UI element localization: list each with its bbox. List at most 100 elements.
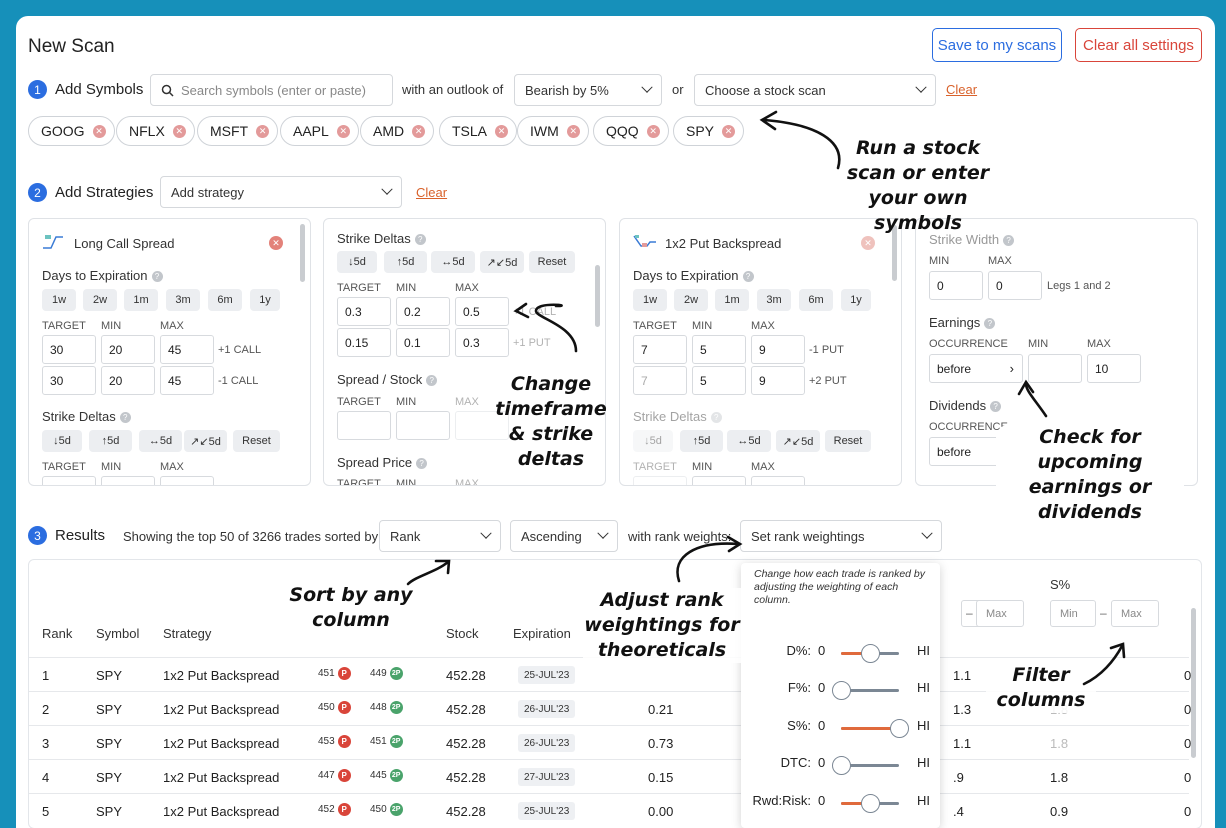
- max-input[interactable]: 45: [160, 366, 214, 395]
- width-min-input[interactable]: 0: [929, 271, 983, 300]
- symbol-chip[interactable]: AAPL ✕: [280, 116, 359, 146]
- weight-slider-track[interactable]: [841, 794, 899, 813]
- earnings-min-input[interactable]: [1028, 354, 1082, 383]
- delta-narrow-button[interactable]: ↗↙5d: [184, 430, 227, 452]
- delta-up-button[interactable]: ↑5d: [384, 251, 427, 273]
- target-input[interactable]: 0.3: [337, 297, 391, 326]
- delta-narrow-button[interactable]: ↗↙5d: [480, 251, 524, 273]
- earnings-occurrence-select[interactable]: before ›: [929, 354, 1023, 383]
- target-input[interactable]: 30: [42, 366, 96, 395]
- weight-slider-track[interactable]: [841, 644, 899, 663]
- symbol-chip[interactable]: SPY ✕: [673, 116, 745, 146]
- min-input[interactable]: 0.2: [396, 297, 450, 326]
- weight-slider-row[interactable]: Rwd:Risk: 0 HI: [741, 793, 940, 813]
- dte-1y-button[interactable]: 1y: [250, 289, 280, 311]
- symbol-chip[interactable]: GOOG ✕: [28, 116, 115, 146]
- dte-1y-button[interactable]: 1y: [841, 289, 871, 311]
- min-input[interactable]: [396, 411, 450, 440]
- outlook-select[interactable]: Bearish by 5%: [514, 74, 662, 106]
- min-input[interactable]: 5: [692, 366, 746, 395]
- remove-strategy-icon[interactable]: ✕: [861, 236, 875, 250]
- weight-slider-track[interactable]: [832, 681, 899, 700]
- weight-slider-row[interactable]: D%: 0 HI: [741, 643, 940, 663]
- weight-slider-handle[interactable]: [861, 644, 880, 663]
- symbol-chip[interactable]: QQQ ✕: [593, 116, 669, 146]
- filter-min-input[interactable]: Min: [1050, 600, 1096, 627]
- delta-narrow-button[interactable]: ↗↙5d: [776, 430, 820, 452]
- remove-icon[interactable]: ✕: [92, 124, 106, 138]
- remove-icon[interactable]: ✕: [495, 124, 509, 138]
- weight-slider-handle[interactable]: [832, 756, 851, 775]
- dte-1w-button[interactable]: 1w: [42, 289, 76, 311]
- weight-slider-track[interactable]: [841, 719, 909, 738]
- column-header-s-percent[interactable]: S%: [1050, 577, 1071, 592]
- table-row[interactable]: 3 SPY 1x2 Put Backspread 453 P 451 2P 452.…: [29, 725, 1191, 759]
- remove-icon[interactable]: ✕: [722, 124, 736, 138]
- dte-1m-button[interactable]: 1m: [124, 289, 158, 311]
- target-input[interactable]: 30: [42, 335, 96, 364]
- dte-2w-button[interactable]: 2w: [83, 289, 117, 311]
- remove-icon[interactable]: ✕: [256, 124, 270, 138]
- table-row[interactable]: 4 SPY 1x2 Put Backspread 447 P 445 2P 452.…: [29, 759, 1191, 793]
- symbol-chip[interactable]: IWM ✕: [517, 116, 589, 146]
- column-header-rank[interactable]: Rank: [42, 626, 73, 641]
- min-input[interactable]: 5: [692, 335, 746, 364]
- card-scrollbar[interactable]: [595, 265, 600, 327]
- min-input[interactable]: 20: [101, 366, 155, 395]
- min-input[interactable]: [692, 476, 746, 485]
- dte-6m-button[interactable]: 6m: [208, 289, 242, 311]
- dte-1m-button[interactable]: 1m: [715, 289, 749, 311]
- target-input[interactable]: [633, 476, 687, 485]
- max-input[interactable]: [160, 476, 214, 485]
- delta-widen-button[interactable]: ↔5d: [431, 251, 475, 273]
- target-input[interactable]: 0.15: [337, 328, 391, 357]
- max-input[interactable]: [455, 411, 509, 440]
- max-input[interactable]: 9: [751, 335, 805, 364]
- width-max-input[interactable]: 0: [988, 271, 1042, 300]
- remove-icon[interactable]: ✕: [566, 124, 580, 138]
- remove-strategy-icon[interactable]: ✕: [269, 236, 283, 250]
- symbol-chip[interactable]: AMD ✕: [360, 116, 435, 146]
- weight-slider-track[interactable]: [832, 756, 899, 775]
- delta-widen-button[interactable]: ↔5d: [727, 430, 771, 452]
- remove-icon[interactable]: ✕: [412, 124, 426, 138]
- target-input[interactable]: 7: [633, 335, 687, 364]
- sort-order-select[interactable]: Ascending: [510, 520, 618, 552]
- max-input[interactable]: 9: [751, 366, 805, 395]
- column-header-symbol[interactable]: Symbol: [96, 626, 140, 641]
- rank-weights-select[interactable]: Set rank weightings: [740, 520, 942, 552]
- symbol-chip[interactable]: TSLA ✕: [439, 116, 518, 146]
- dte-6m-button[interactable]: 6m: [799, 289, 833, 311]
- save-scan-button[interactable]: Save to my scans: [932, 28, 1062, 62]
- filter-max-input[interactable]: Max: [1111, 600, 1159, 627]
- symbol-chip[interactable]: MSFT ✕: [197, 116, 279, 146]
- delta-down-button[interactable]: ↓5d: [633, 430, 673, 452]
- dte-3m-button[interactable]: 3m: [757, 289, 791, 311]
- weight-slider-handle[interactable]: [890, 719, 909, 738]
- weight-slider-handle[interactable]: [861, 794, 880, 813]
- min-input[interactable]: 20: [101, 335, 155, 364]
- max-input[interactable]: 45: [160, 335, 214, 364]
- min-input[interactable]: 0.1: [396, 328, 450, 357]
- max-input[interactable]: [751, 476, 805, 485]
- delta-reset-button[interactable]: Reset: [529, 251, 575, 273]
- filter-max-input[interactable]: Max: [976, 600, 1024, 627]
- stock-scan-select[interactable]: Choose a stock scan: [694, 74, 936, 106]
- dte-2w-button[interactable]: 2w: [674, 289, 708, 311]
- target-input[interactable]: [337, 411, 391, 440]
- table-scrollbar[interactable]: [1191, 608, 1196, 758]
- sort-by-select[interactable]: Rank: [379, 520, 501, 552]
- remove-icon[interactable]: ✕: [336, 124, 350, 138]
- delta-reset-button[interactable]: Reset: [825, 430, 871, 452]
- card-scrollbar[interactable]: [892, 225, 897, 281]
- max-input[interactable]: 0.5: [455, 297, 509, 326]
- symbol-chip[interactable]: NFLX ✕: [116, 116, 195, 146]
- card-scrollbar[interactable]: [300, 224, 305, 282]
- column-header-stock[interactable]: Stock: [446, 626, 479, 641]
- column-header-expiration[interactable]: Expiration: [513, 626, 571, 641]
- symbol-search-input[interactable]: Search symbols (enter or paste): [150, 74, 393, 106]
- weight-slider-row[interactable]: F%: 0 HI: [741, 680, 940, 700]
- delta-reset-button[interactable]: Reset: [233, 430, 280, 452]
- clear-symbols-link[interactable]: Clear: [946, 82, 978, 97]
- column-header-strategy[interactable]: Strategy: [163, 626, 212, 641]
